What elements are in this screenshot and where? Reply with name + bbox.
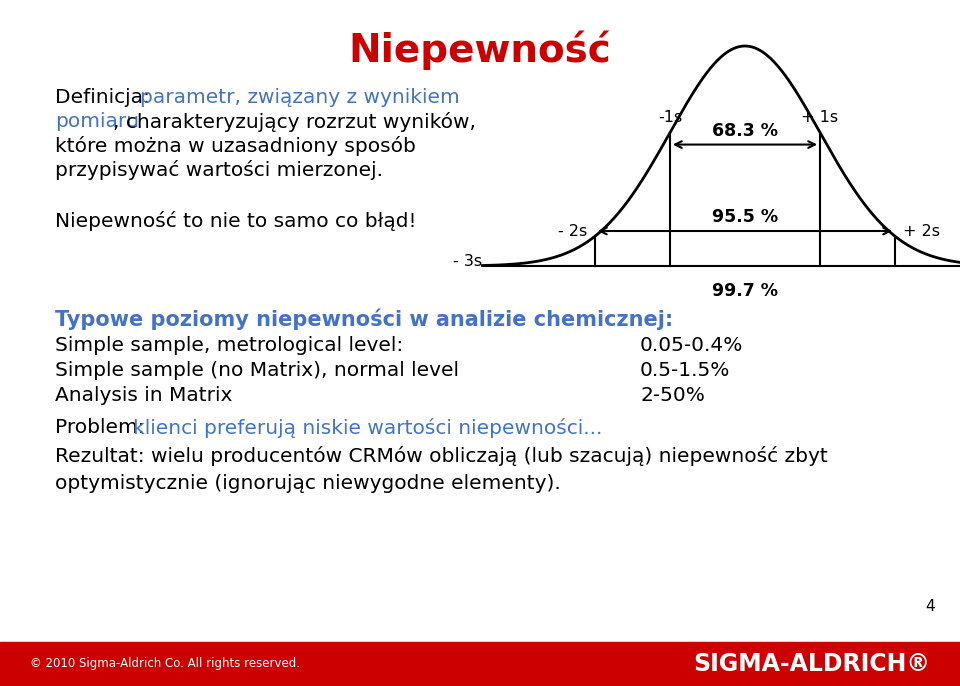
- Bar: [0, 642, 960, 686]
- Text: optymistycznie (ignorując niewygodne elementy).: optymistycznie (ignorując niewygodne ele…: [55, 474, 561, 493]
- Text: 0.05-0.4%: 0.05-0.4%: [640, 336, 743, 355]
- Text: 68.3 %: 68.3 %: [712, 121, 778, 139]
- Text: parametr, związany z wynikiem: parametr, związany z wynikiem: [140, 88, 460, 107]
- Text: + 1s: + 1s: [802, 110, 839, 125]
- Text: Simple sample, metrological level:: Simple sample, metrological level:: [55, 336, 403, 355]
- Text: - 2s: - 2s: [558, 224, 587, 239]
- Text: Problem:: Problem:: [55, 418, 151, 437]
- Text: pomiaru: pomiaru: [55, 112, 139, 131]
- Text: Niepewność to nie to samo co błąd!: Niepewność to nie to samo co błąd!: [55, 211, 417, 231]
- Text: które można w uzasadniony sposób: które można w uzasadniony sposób: [55, 136, 416, 156]
- Text: Typowe poziomy niepewności w analizie chemicznej:: Typowe poziomy niepewności w analizie ch…: [55, 308, 673, 329]
- Text: przypisywać wartości mierzonej.: przypisywać wartości mierzonej.: [55, 160, 383, 180]
- Text: SIGMA-ALDRICH®: SIGMA-ALDRICH®: [693, 652, 930, 676]
- Text: Definicja:: Definicja:: [55, 88, 156, 107]
- Text: Niepewność: Niepewność: [348, 30, 612, 69]
- Text: 2-50%: 2-50%: [640, 386, 705, 405]
- Text: 4: 4: [925, 599, 935, 614]
- Text: © 2010 Sigma-Aldrich Co. All rights reserved.: © 2010 Sigma-Aldrich Co. All rights rese…: [30, 657, 300, 670]
- Text: + 2s: + 2s: [903, 224, 940, 239]
- Text: 95.5 %: 95.5 %: [712, 208, 778, 226]
- Text: Simple sample (no Matrix), normal level: Simple sample (no Matrix), normal level: [55, 361, 459, 380]
- Text: klienci preferują niskie wartości niepewności...: klienci preferują niskie wartości niepew…: [133, 418, 602, 438]
- Text: 0.5-1.5%: 0.5-1.5%: [640, 361, 731, 380]
- Text: Rezultat: wielu producentów CRMów obliczają (lub szacują) niepewność zbyt: Rezultat: wielu producentów CRMów oblicz…: [55, 446, 828, 466]
- Text: 99.7 %: 99.7 %: [712, 282, 778, 300]
- Text: - 3s: - 3s: [453, 254, 483, 268]
- Text: -1s: -1s: [658, 110, 683, 125]
- Text: , charakteryzujący rozrzut wyników,: , charakteryzujący rozrzut wyników,: [113, 112, 476, 132]
- Text: Analysis in Matrix: Analysis in Matrix: [55, 386, 232, 405]
